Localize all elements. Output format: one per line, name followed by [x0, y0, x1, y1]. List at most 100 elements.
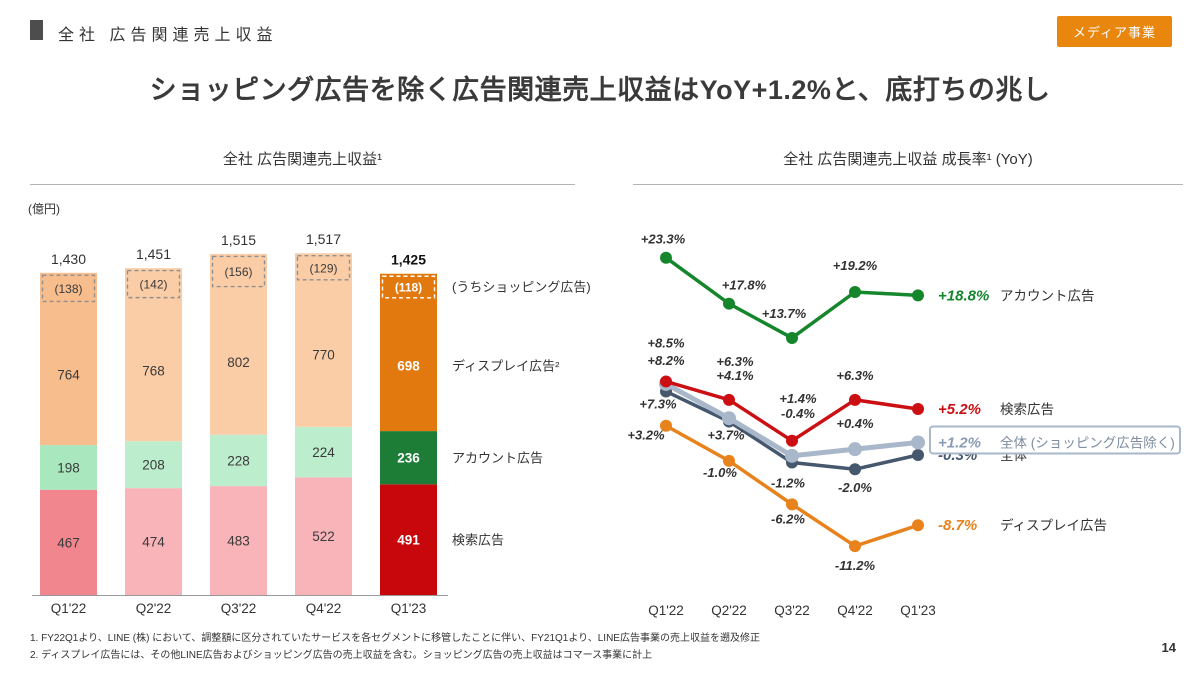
bar-segment-search	[295, 477, 352, 595]
display-value: 698	[397, 359, 420, 374]
data-point	[723, 393, 735, 406]
legend-label: ディスプレイ広告²	[452, 359, 560, 374]
bar-chart-title-rule	[30, 184, 575, 185]
line-chart-title-rule	[633, 184, 1183, 185]
line-chart-title: 全社 広告関連売上収益 成長率¹ (YoY)	[783, 151, 1033, 168]
data-point	[786, 498, 798, 511]
point-label: -11.2%	[835, 558, 876, 573]
category-label: Q3'22	[774, 603, 810, 618]
category-label: Q2'22	[136, 601, 172, 616]
point-label: +19.2%	[833, 258, 878, 273]
point-label: -2.0%	[838, 480, 872, 495]
search-value: 474	[142, 535, 165, 550]
account-value: 224	[312, 445, 335, 460]
data-point	[785, 448, 799, 463]
point-label: +7.3%	[639, 396, 677, 411]
bar-segment-search	[40, 489, 97, 595]
data-point	[723, 454, 735, 467]
point-label: +8.2%	[647, 353, 685, 368]
end-value: -8.7%	[938, 517, 977, 534]
shopping-value: (118)	[395, 281, 422, 295]
data-point	[848, 442, 862, 457]
footnotes: 1. FY22Q1より、LINE (株) において、調整額に区分されていたサービ…	[30, 630, 760, 664]
shopping-dashed-box	[381, 275, 436, 299]
data-point	[912, 289, 924, 302]
category-label: Q1'23	[391, 601, 427, 616]
bar-segment-display	[125, 268, 182, 442]
data-point	[723, 297, 735, 310]
bar-segment-account	[380, 431, 437, 485]
legend-label: 検索広告	[452, 533, 504, 548]
end-name: 全体 (ショッピング広告除く)	[1000, 434, 1175, 450]
end-value: +5.2%	[938, 401, 981, 418]
legend-label: (うちショッピング広告)	[452, 280, 591, 295]
shopping-dashed-box	[41, 274, 96, 303]
category-label: Q4'22	[306, 601, 342, 616]
category-label: Q2'22	[711, 603, 747, 618]
end-name: ディスプレイ広告	[1000, 517, 1107, 533]
point-label: +4.1%	[716, 368, 754, 383]
point-label: +6.3%	[836, 368, 874, 383]
bar-chart-title: 全社 広告関連売上収益¹	[222, 151, 383, 168]
point-label: +6.3%	[716, 354, 754, 369]
data-point	[786, 331, 798, 344]
data-point	[911, 435, 925, 450]
point-label: +1.4%	[779, 391, 817, 406]
highlight-box	[929, 425, 1181, 455]
data-point	[849, 540, 861, 553]
media-business-badge: メディア事業	[1056, 16, 1172, 47]
section-bullet-icon	[30, 20, 43, 40]
page-number: 14	[1161, 640, 1176, 655]
footnote-1: 1. FY22Q1より、LINE (株) において、調整額に区分されていたサービ…	[30, 633, 760, 644]
point-label: +3.7%	[707, 428, 745, 443]
display-value: 770	[312, 348, 335, 363]
bar-chart: (138) 764 198 467 1,430 Q1'22 (142) 768 208 474 1,…	[32, 231, 591, 616]
shopping-value: (156)	[224, 265, 252, 279]
bar-segment-search	[125, 488, 182, 595]
end-name: 検索広告	[1000, 402, 1054, 417]
search-value: 483	[227, 534, 250, 549]
unit-label: (億円)	[28, 202, 60, 216]
point-label: +23.3%	[641, 232, 686, 247]
point-label: +13.7%	[762, 306, 807, 321]
display-value: 802	[227, 355, 250, 370]
point-label: -1.2%	[771, 476, 805, 491]
section-title: 全社 広告関連売上収益	[58, 27, 278, 44]
bar-segment-search	[380, 484, 437, 595]
bar-segment-account	[210, 434, 267, 487]
series-line	[664, 256, 919, 341]
account-value: 208	[142, 458, 165, 473]
legend-label: アカウント広告	[452, 451, 543, 466]
shopping-value: (129)	[309, 261, 337, 275]
account-value: 198	[57, 460, 80, 475]
display-value: 768	[142, 364, 165, 379]
data-point	[849, 463, 861, 476]
bar-segment-display	[210, 253, 267, 435]
end-value: +18.8%	[938, 287, 989, 304]
end-value: +1.2%	[938, 434, 981, 451]
search-value: 522	[312, 529, 335, 544]
total-label: 1,515	[221, 232, 256, 248]
display-value: 764	[57, 368, 80, 383]
data-point	[849, 393, 861, 406]
shopping-value: (142)	[139, 278, 167, 292]
search-value: 467	[57, 535, 80, 550]
total-label: 1,425	[391, 252, 426, 268]
point-label: +3.2%	[627, 428, 665, 443]
bar-segment-account	[295, 426, 352, 478]
category-label: Q1'22	[648, 603, 684, 618]
total-label: 1,430	[51, 251, 86, 267]
data-point	[660, 419, 672, 432]
bar-segment-account	[125, 441, 182, 489]
account-value: 228	[227, 453, 250, 468]
category-label: Q1'23	[900, 603, 936, 618]
category-label: Q4'22	[837, 603, 873, 618]
slide-title: ショッピング広告を除く広告関連売上収益はYoY+1.2%と、底打ちの兆し	[149, 75, 1051, 105]
category-label: Q1'22	[51, 601, 87, 616]
point-label: +8.5%	[647, 335, 685, 350]
category-label: Q3'22	[221, 601, 257, 616]
data-point	[660, 251, 672, 264]
point-label: -6.2%	[771, 511, 805, 526]
data-point	[786, 434, 798, 447]
